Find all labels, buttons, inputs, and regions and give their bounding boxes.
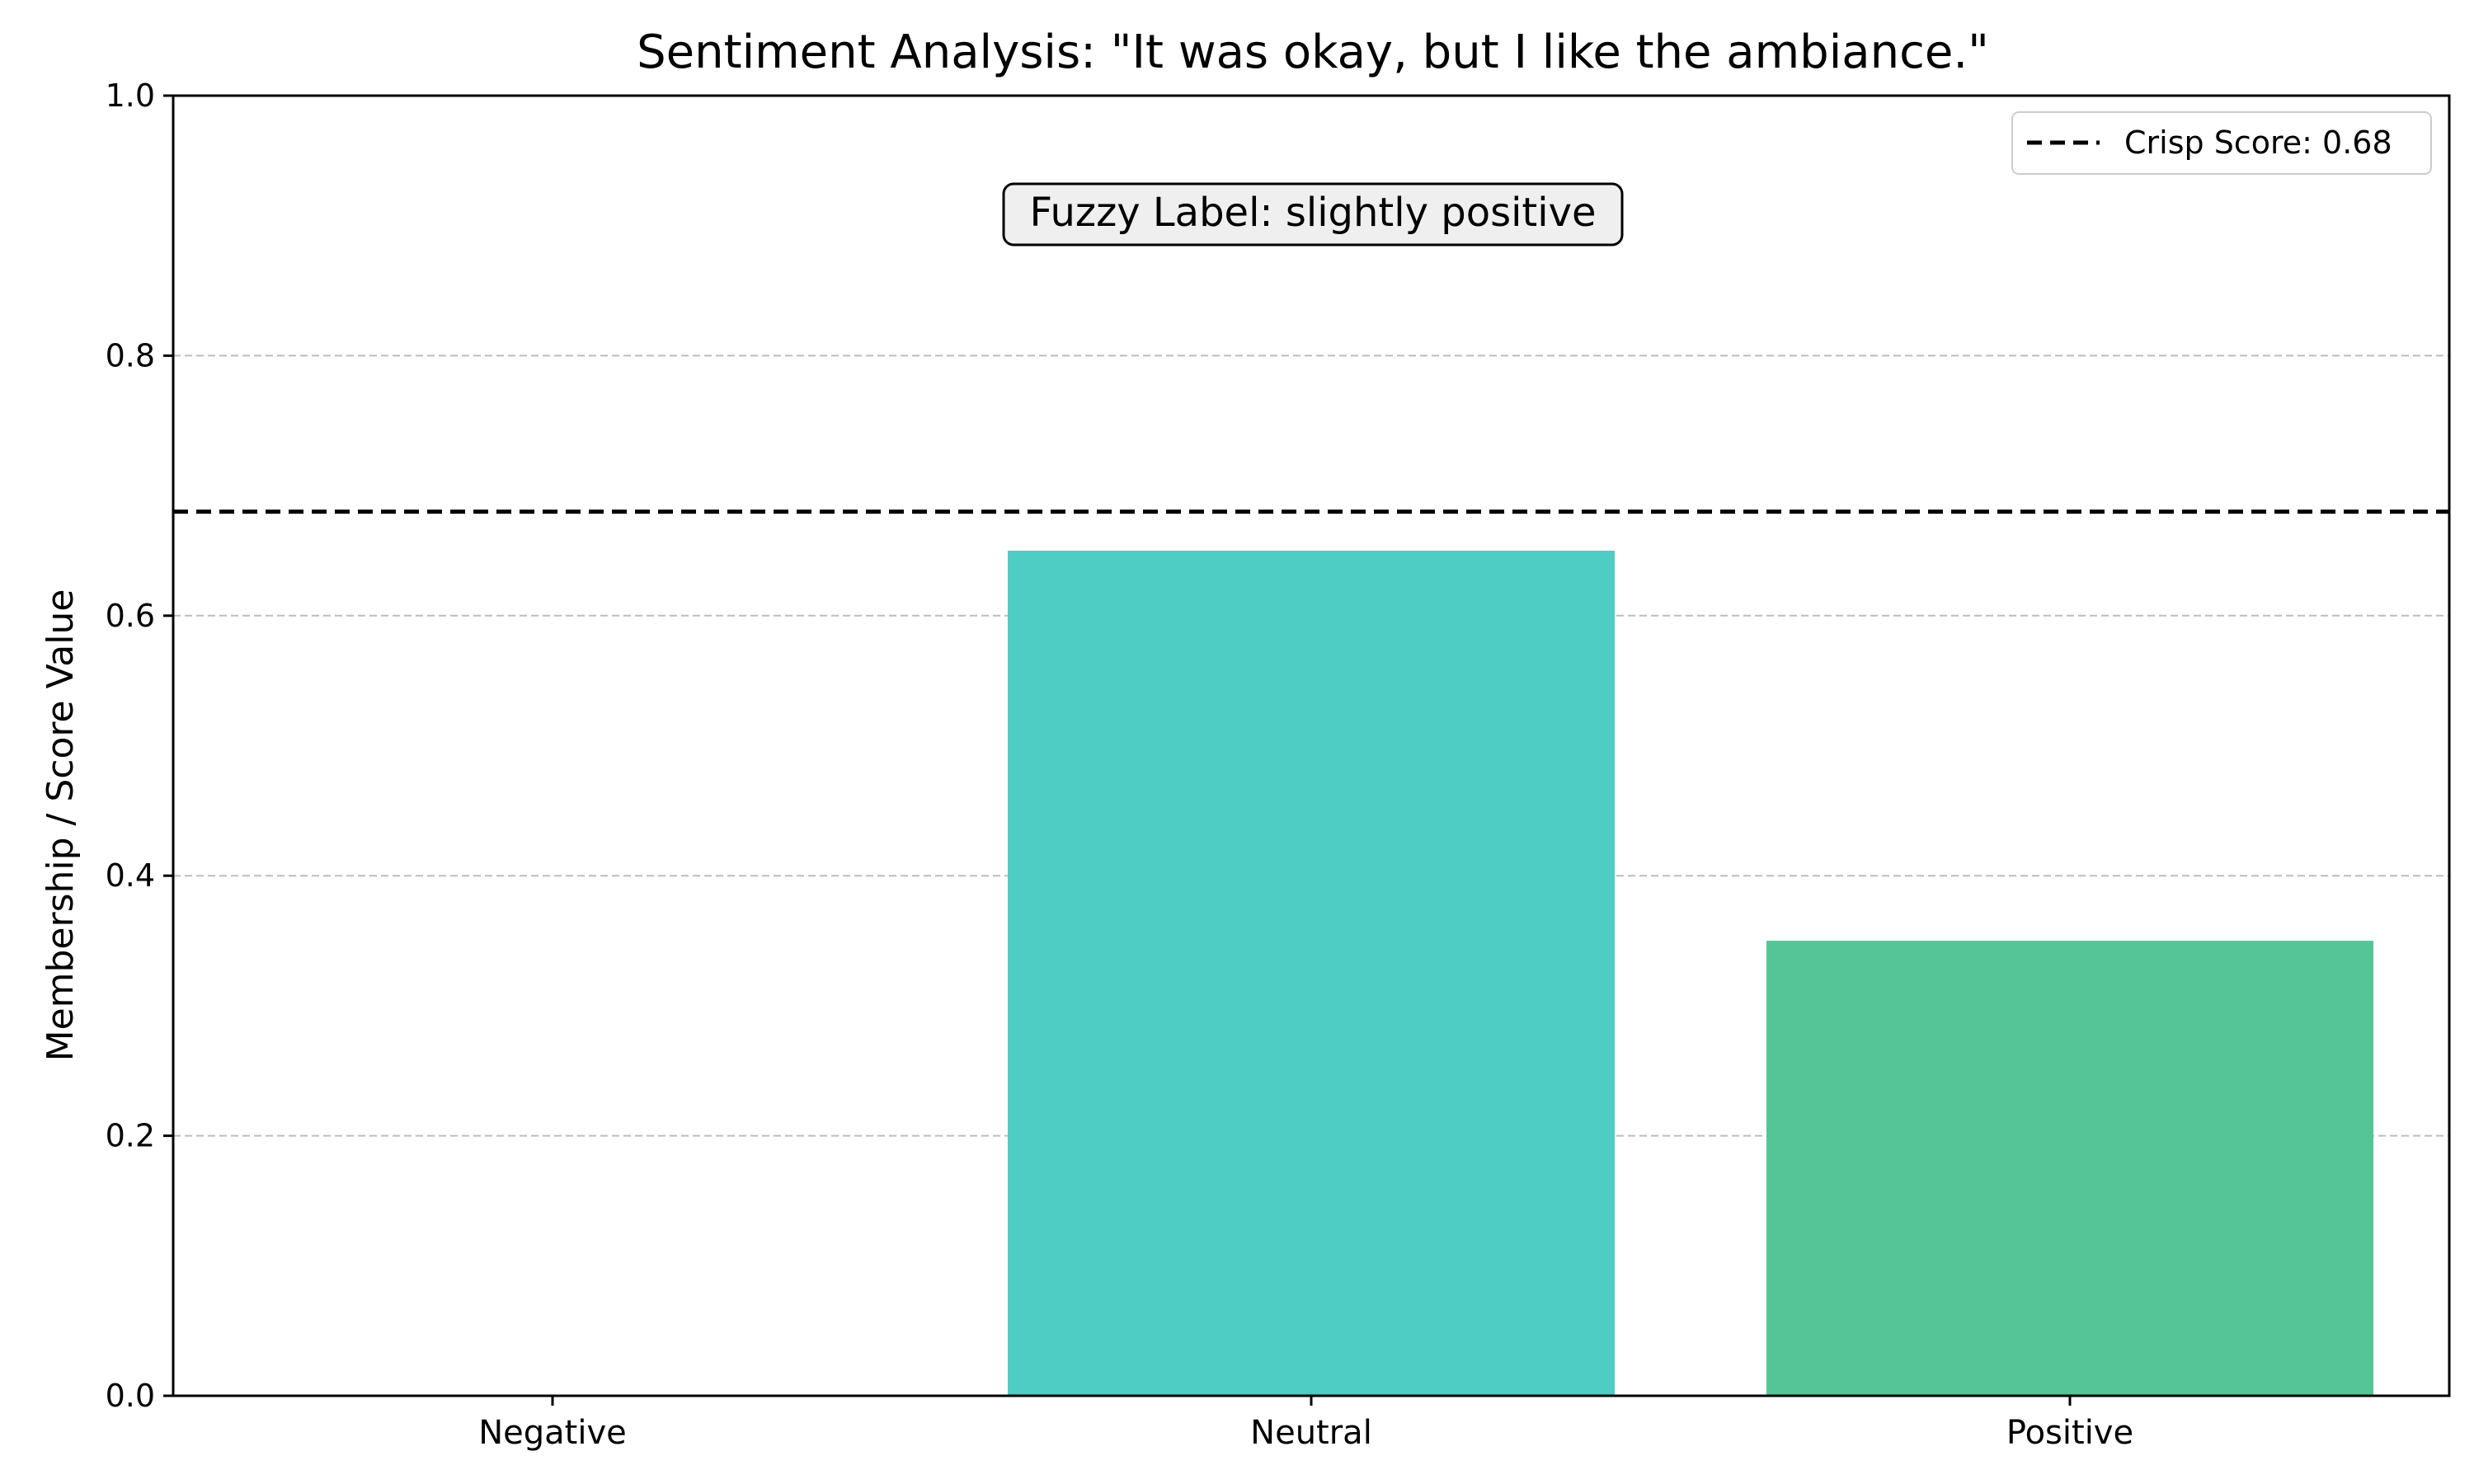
- legend-box: [2011, 111, 2432, 175]
- y-tick-label: 0.6: [106, 598, 155, 634]
- x-tick-label: Negative: [478, 1414, 627, 1452]
- legend: Crisp Score: 0.68: [2011, 111, 2432, 175]
- annotation-text: Fuzzy Label: slightly positive: [1029, 190, 1596, 236]
- y-tick-label: 0.8: [106, 337, 155, 373]
- x-tick-label: Neutral: [1250, 1414, 1372, 1452]
- y-tick-label: 1.0: [106, 77, 155, 114]
- fuzzy-label-annotation: Fuzzy Label: slightly positive: [1002, 182, 1624, 247]
- y-axis-label: Membership / Score Value: [40, 589, 82, 1062]
- chart-title: Sentiment Analysis: "It was okay, but I …: [637, 26, 1989, 79]
- bar-positive: [1766, 941, 2373, 1396]
- bars: [1008, 550, 2373, 1397]
- y-axis-ticks: 0.0 0.2 0.4 0.6 0.8 1.0: [106, 77, 173, 1414]
- bar-neutral: [1008, 550, 1615, 1397]
- y-tick-label: 0.4: [106, 857, 155, 894]
- y-tick-label: 0.2: [106, 1118, 155, 1154]
- x-axis-ticks: Negative Neutral Positive: [478, 1396, 2133, 1452]
- legend-label-crisp-score: Crisp Score: 0.68: [2124, 124, 2392, 161]
- annotation-box: [1002, 182, 1624, 247]
- x-tick-label: Positive: [2006, 1414, 2133, 1452]
- y-tick-label: 0.0: [106, 1378, 155, 1414]
